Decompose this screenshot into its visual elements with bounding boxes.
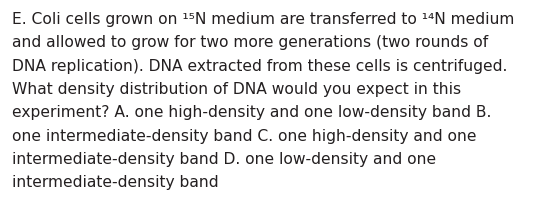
Text: and allowed to grow for two more generations (two rounds of: and allowed to grow for two more generat… [12,35,488,50]
Text: intermediate-density band: intermediate-density band [12,175,219,190]
Text: experiment? A. one high-density and one low-density band B.: experiment? A. one high-density and one … [12,105,492,120]
Text: intermediate-density band D. one low-density and one: intermediate-density band D. one low-den… [12,152,436,167]
Text: one intermediate-density band C. one high-density and one: one intermediate-density band C. one hig… [12,129,477,144]
Text: What density distribution of DNA would you expect in this: What density distribution of DNA would y… [12,82,461,97]
Text: DNA replication). DNA extracted from these cells is centrifuged.: DNA replication). DNA extracted from the… [12,59,507,74]
Text: E. Coli cells grown on ¹⁵N medium are transferred to ¹⁴N medium: E. Coli cells grown on ¹⁵N medium are tr… [12,12,514,27]
